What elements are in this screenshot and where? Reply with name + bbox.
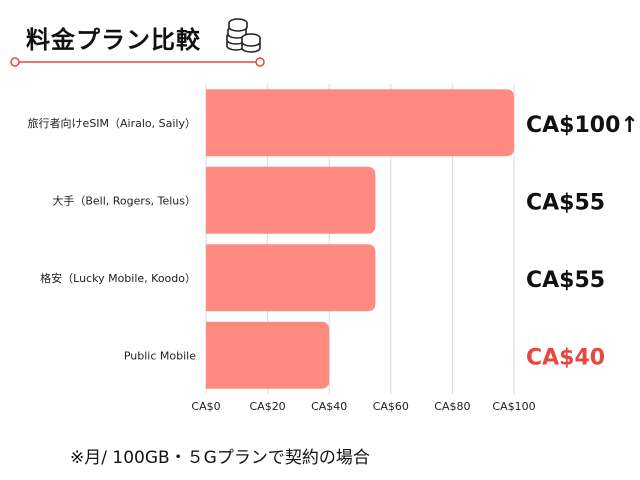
bar-3 [206,321,330,389]
x-tick-label-5: CA$100 [492,400,535,413]
x-tick-label-0: CA$0 [191,400,220,413]
bars [206,89,514,389]
page-title: 料金プラン比較 [26,26,201,54]
x-tick-label-1: CA$20 [249,400,285,413]
title-underline [10,57,265,67]
labels: 旅行者向けeSIM（Airalo, Saily） CA$100↑ 大手（Bell, … [28,113,639,413]
category-label-0: 旅行者向けeSIM（Airalo, Saily） [28,116,196,130]
footnote: ※月/ 100GB・５Gプランで契約の場合 [70,448,370,468]
value-label-2: CA$55 [526,268,605,293]
category-label-3: Public Mobile [124,349,196,362]
value-label-1: CA$55 [526,190,605,215]
category-label-2: 格安（Lucky Mobile, Koodo） [40,271,196,285]
x-tick-label-4: CA$80 [434,400,470,413]
bar-1 [206,166,376,234]
x-tick-label-2: CA$40 [311,400,347,413]
title-block: 料金プラン比較 [10,14,270,74]
x-tick-label-3: CA$60 [373,400,409,413]
bar-2 [206,244,376,312]
value-label-3: CA$40 [526,345,605,370]
bar-0 [206,89,514,157]
price-bar-chart: 旅行者向けeSIM（Airalo, Saily） CA$100↑ 大手（Bell, … [28,84,639,413]
value-label-0: CA$100↑ [526,113,639,138]
category-label-1: 大手（Bell, Rogers, Telus） [52,193,196,207]
coins-stack-icon [226,18,261,53]
